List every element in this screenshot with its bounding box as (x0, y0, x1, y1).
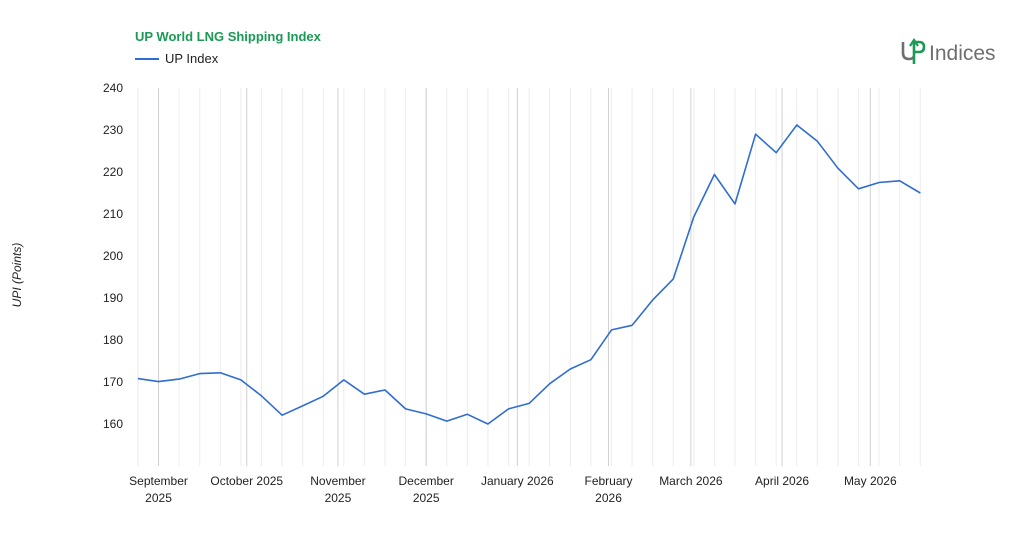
data-point[interactable] (629, 322, 635, 328)
data-point[interactable] (526, 400, 532, 406)
y-tick-label: 190 (103, 291, 123, 305)
data-point[interactable] (217, 370, 223, 376)
data-point[interactable] (300, 403, 306, 409)
x-tick-labels: September 2025 October 2025 November 2025 Dec… (129, 474, 897, 505)
chart-legend[interactable]: UP Index (135, 51, 218, 66)
data-point[interactable] (753, 131, 759, 137)
y-tick-label: 170 (103, 375, 123, 389)
data-point[interactable] (444, 418, 450, 424)
x-tick-label: December 2025 (398, 474, 453, 505)
x-tick-label: May 2026 (844, 474, 897, 488)
x-tick-label: January 2026 (481, 474, 554, 488)
data-point[interactable] (876, 180, 882, 186)
data-point[interactable] (238, 377, 244, 383)
data-point[interactable] (135, 376, 141, 382)
data-point[interactable] (567, 366, 573, 372)
data-point[interactable] (382, 387, 388, 393)
chart-title: UP World LNG Shipping Index (135, 29, 321, 44)
data-point[interactable] (258, 393, 264, 399)
series-layer (135, 122, 923, 427)
data-point[interactable] (485, 421, 491, 427)
data-point[interactable] (691, 214, 697, 220)
y-tick-labels: 160 170 180 190 200 210 220 230 240 (103, 81, 123, 431)
y-tick-label: 220 (103, 165, 123, 179)
data-point[interactable] (897, 178, 903, 184)
x-tick-label: November 2025 (310, 474, 365, 505)
data-point[interactable] (279, 412, 285, 418)
data-point[interactable] (403, 406, 409, 412)
data-point[interactable] (650, 297, 656, 303)
x-tick-label: February 2026 (585, 474, 633, 505)
data-point[interactable] (156, 379, 162, 385)
data-point[interactable] (711, 172, 717, 178)
x-tick-label: October 2025 (210, 474, 283, 488)
y-tick-label: 230 (103, 123, 123, 137)
data-point[interactable] (341, 377, 347, 383)
data-point[interactable] (814, 138, 820, 144)
data-point[interactable] (835, 165, 841, 171)
data-point[interactable] (361, 391, 367, 397)
data-point[interactable] (547, 381, 553, 387)
data-point[interactable] (197, 371, 203, 377)
data-point[interactable] (423, 411, 429, 417)
y-tick-label: 200 (103, 249, 123, 263)
data-point[interactable] (856, 186, 862, 192)
data-point[interactable] (608, 327, 614, 333)
data-point[interactable] (464, 411, 470, 417)
data-point[interactable] (588, 357, 594, 363)
logo-wordmark: Indices (929, 42, 996, 65)
data-point[interactable] (773, 150, 779, 156)
data-point[interactable] (732, 201, 738, 207)
data-point[interactable] (670, 276, 676, 282)
y-tick-label: 210 (103, 207, 123, 221)
series-line-up-index[interactable] (137, 124, 921, 425)
grid-layer (137, 88, 921, 466)
y-tick-label: 160 (103, 417, 123, 431)
data-point[interactable] (506, 406, 512, 412)
up-logo-mark (901, 38, 926, 64)
x-tick-label: March 2026 (659, 474, 723, 488)
data-point[interactable] (320, 393, 326, 399)
legend-label-up-index: UP Index (165, 51, 219, 66)
y-tick-label: 180 (103, 333, 123, 347)
data-point[interactable] (176, 376, 182, 382)
data-point[interactable] (794, 122, 800, 128)
data-point[interactable] (917, 190, 923, 196)
legend-swatch (135, 57, 159, 60)
up-indices-logo: Indices (900, 36, 996, 66)
x-tick-label: April 2026 (755, 474, 809, 488)
y-tick-label: 240 (103, 81, 123, 95)
x-tick-label: September 2025 (129, 474, 188, 505)
